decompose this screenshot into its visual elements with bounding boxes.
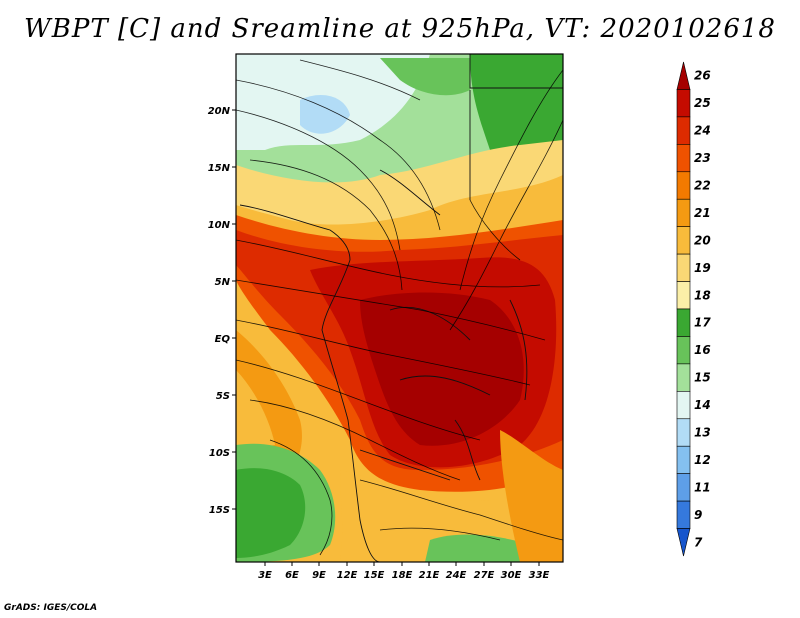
colorbar-label: 22 <box>694 179 711 193</box>
lat-label-15s: 15S <box>209 505 230 516</box>
colorbar-swatch <box>676 500 691 529</box>
map-frame <box>235 53 564 563</box>
lon-label-21e: 21E <box>419 570 440 581</box>
colorbar-label: 21 <box>694 206 711 220</box>
colorbar-swatch <box>676 473 691 502</box>
lon-label-33e: 33E <box>529 570 550 581</box>
colorbar-swatch <box>676 61 691 90</box>
lon-label-3e: 3E <box>258 570 272 581</box>
colorbar-swatch <box>676 281 691 310</box>
colorbar-label: 20 <box>694 233 711 247</box>
colorbar-swatch <box>676 308 691 337</box>
lat-label-5n: 5N <box>215 277 231 288</box>
lat-label-eq: EQ <box>215 334 231 345</box>
colorbar-swatch <box>676 226 691 255</box>
colorbar-swatch <box>676 363 691 392</box>
lon-label-18e: 18E <box>392 570 413 581</box>
lon-axis <box>264 562 540 566</box>
colorbar-swatch <box>676 528 691 557</box>
colorbar-label: 26 <box>694 69 711 83</box>
colorbar-swatch <box>676 418 691 447</box>
colorbar-swatch <box>676 253 691 282</box>
lon-label-9e: 9E <box>312 570 326 581</box>
colorbar-label: 17 <box>694 316 711 330</box>
lon-label-30e: 30E <box>501 570 522 581</box>
colorbar-label: 9 <box>694 508 702 522</box>
colorbar-label: 19 <box>694 261 711 275</box>
colorbar-label: 24 <box>694 124 711 138</box>
colorbar-swatch <box>676 89 691 118</box>
colorbar: 26 25 24 23 22 21 20 19 18 17 16 15 14 13 12 11 9 7 <box>676 61 711 557</box>
colorbar-label: 11 <box>694 480 711 494</box>
lon-label-15e: 15E <box>364 570 385 581</box>
colorbar-swatch <box>676 445 691 474</box>
wbpt-field <box>236 54 563 562</box>
colorbar-swatch <box>676 198 691 227</box>
colorbar-label: 16 <box>694 343 711 357</box>
colorbar-swatch <box>676 144 691 173</box>
colorbar-label: 23 <box>694 151 711 165</box>
lon-label-27e: 27E <box>474 570 495 581</box>
lat-axis <box>232 109 236 510</box>
colorbar-swatch <box>676 391 691 420</box>
lat-label-10s: 10S <box>209 448 230 459</box>
colorbar-label: 7 <box>694 535 703 549</box>
lat-label-5s: 5S <box>216 391 230 402</box>
lon-label-12e: 12E <box>337 570 358 581</box>
colorbar-label: 14 <box>694 398 711 412</box>
colorbar-swatch <box>676 171 691 200</box>
colorbar-label: 25 <box>694 96 711 110</box>
map-title: WBPT [C] and Sreamline at 925hPa, VT: 20… <box>24 14 776 44</box>
colorbar-label: 15 <box>694 371 711 385</box>
footer-credit: GrADS: IGES/COLA <box>4 603 98 613</box>
colorbar-label: 12 <box>694 453 711 467</box>
lat-label-10n: 10N <box>208 220 231 231</box>
colorbar-label: 18 <box>694 288 711 302</box>
colorbar-label: 13 <box>694 426 711 440</box>
lat-label-20n: 20N <box>208 106 231 117</box>
colorbar-swatch <box>676 336 691 365</box>
lat-label-15n: 15N <box>208 163 231 174</box>
lon-label-6e: 6E <box>285 570 299 581</box>
colorbar-swatch <box>676 116 691 145</box>
lon-label-24e: 24E <box>446 570 467 581</box>
